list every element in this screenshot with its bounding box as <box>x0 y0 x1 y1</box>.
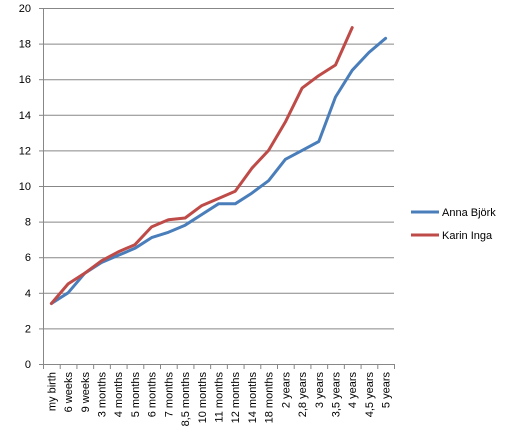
y-tick-label: 12 <box>19 145 31 157</box>
x-tick-label: 5 years <box>381 372 393 409</box>
data-point <box>117 250 120 253</box>
data-point <box>200 213 203 216</box>
legend-label: Karin Inga <box>442 230 493 242</box>
data-point <box>167 231 170 234</box>
data-point <box>384 37 387 40</box>
y-tick-label: 6 <box>25 252 31 264</box>
y-tick-label: 8 <box>25 217 31 229</box>
data-point <box>100 259 103 262</box>
x-tick-label: 2 years <box>280 372 292 409</box>
data-point <box>234 190 237 193</box>
x-tick-label: 6 weeks <box>63 372 75 413</box>
y-tick-label: 2 <box>25 323 31 335</box>
y-tick-label: 16 <box>19 74 31 86</box>
series-lines <box>49 26 388 305</box>
gridlines <box>43 8 394 330</box>
data-point <box>67 291 70 294</box>
data-point <box>217 202 220 205</box>
data-point <box>217 197 220 200</box>
data-point <box>184 217 187 220</box>
data-point <box>267 179 270 182</box>
x-tick-label: 3 months <box>97 372 109 418</box>
x-tick-label: 4 months <box>113 372 125 418</box>
data-point <box>351 26 354 29</box>
data-point <box>133 247 136 250</box>
data-point <box>334 63 337 66</box>
x-axis: my birth 6 weeks 9 weeks 3 months 4 months 5 … <box>43 364 395 426</box>
x-tick-label: 4 years <box>347 372 359 409</box>
data-point <box>250 167 253 170</box>
data-point <box>184 224 187 227</box>
y-tick-label: 0 <box>25 359 31 371</box>
legend: Anna Björk Karin Inga <box>411 207 496 242</box>
y-tick-label: 14 <box>19 110 31 122</box>
series-line <box>49 36 388 305</box>
data-point <box>267 149 270 152</box>
legend-label: Anna Björk <box>442 207 496 219</box>
x-tick-label: 3,5 years <box>331 372 343 418</box>
data-point <box>167 218 170 221</box>
data-point <box>284 120 287 123</box>
data-point <box>117 254 120 257</box>
data-point <box>351 69 354 72</box>
data-point <box>284 158 287 161</box>
x-tick-label: 7 months <box>163 372 175 418</box>
x-tick-label: 2,8 years <box>297 372 309 418</box>
data-point <box>317 74 320 77</box>
x-tick-label: 12 months <box>230 372 242 424</box>
x-tick-label: 18 months <box>264 372 276 424</box>
data-point <box>367 51 370 54</box>
data-point <box>150 225 153 228</box>
series-line <box>49 26 354 305</box>
data-point <box>67 282 70 285</box>
data-point <box>317 140 320 143</box>
x-tick-label: 14 months <box>247 372 259 424</box>
y-axis: 0 2 4 6 8 10 12 14 16 18 20 <box>19 3 44 371</box>
x-tick-label: 3 years <box>314 372 326 409</box>
data-point <box>250 192 253 195</box>
x-tick-label: 8,5 months <box>180 372 192 427</box>
y-tick-label: 20 <box>19 3 31 15</box>
x-tick-label: 5 months <box>130 372 142 418</box>
data-point <box>83 272 86 275</box>
x-tick-label: 9 weeks <box>80 372 92 413</box>
y-tick-label: 18 <box>19 39 31 51</box>
x-tick-label: 6 months <box>147 372 159 418</box>
x-tick-label: my birth <box>46 372 58 411</box>
x-tick-label: 11 months <box>214 372 226 423</box>
data-point <box>150 236 153 239</box>
data-point <box>301 149 304 152</box>
data-point <box>133 243 136 246</box>
data-point <box>50 302 53 305</box>
data-point <box>334 96 337 99</box>
x-tick-label: 4,5 years <box>364 372 376 418</box>
data-point <box>301 87 304 90</box>
y-tick-label: 10 <box>19 181 31 193</box>
x-tick-label: 10 months <box>197 372 209 424</box>
data-point <box>200 204 203 207</box>
data-point <box>234 202 237 205</box>
y-tick-label: 4 <box>25 288 31 300</box>
